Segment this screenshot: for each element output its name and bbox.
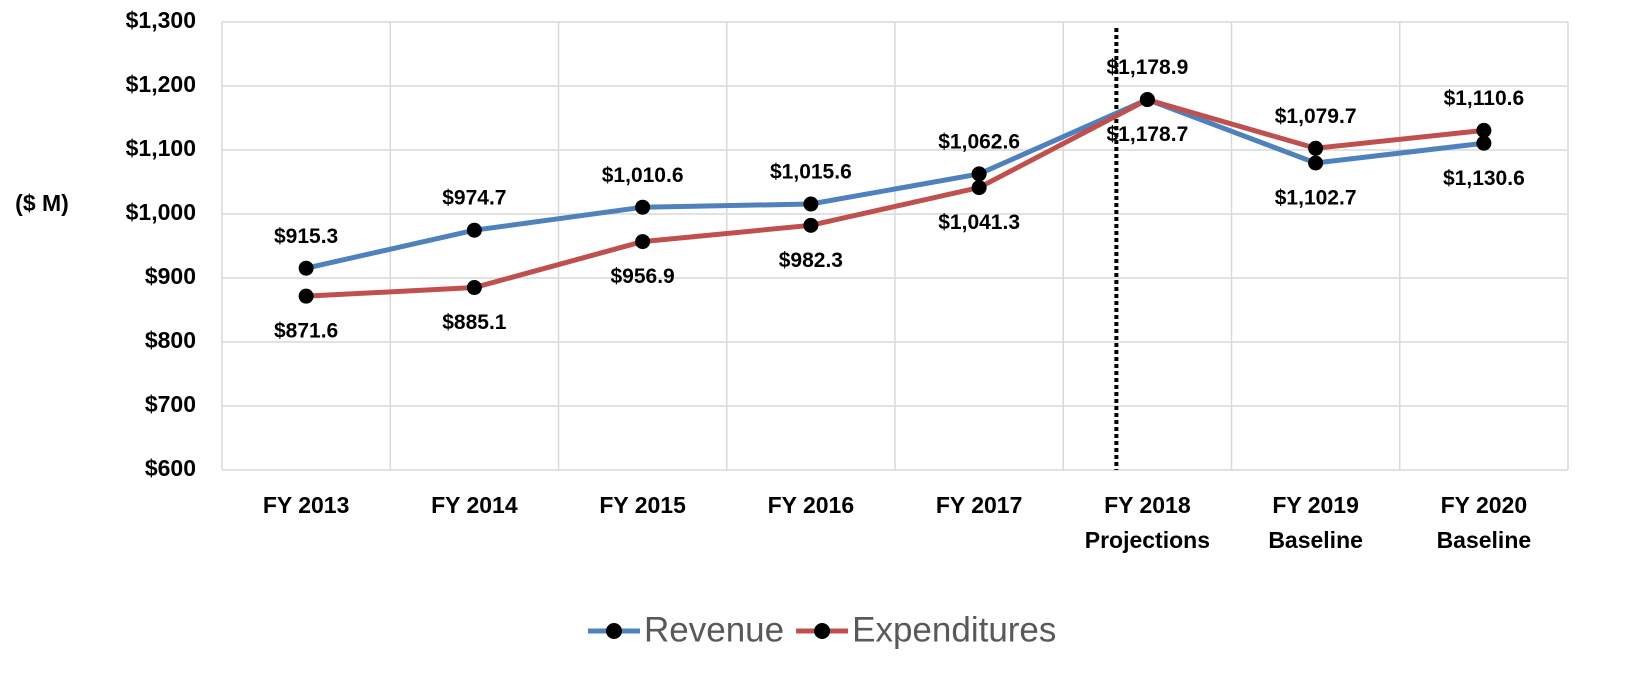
x-tick-label: Projections (1085, 527, 1210, 553)
point (466, 222, 482, 238)
y-tick-label: $800 (145, 327, 196, 353)
y-axis-label: ($ M) (15, 190, 69, 216)
x-tick-label: FY 2013 (263, 492, 350, 518)
series-line (305, 96, 1485, 271)
series-line (305, 96, 1485, 299)
data-label: $982.3 (779, 249, 843, 272)
x-tick-label: FY 2018 (1104, 492, 1191, 518)
data-label: $1,010.6 (602, 164, 684, 187)
data-label: $1,178.7 (1107, 123, 1189, 146)
data-label: $1,102.7 (1275, 187, 1357, 210)
point (635, 199, 651, 215)
data-label: $885.1 (442, 311, 507, 334)
y-tick-label: $1,300 (126, 7, 196, 33)
x-tick-label: FY 2016 (768, 492, 855, 518)
point (803, 217, 819, 233)
y-tick-label: $900 (145, 263, 196, 289)
point (298, 288, 314, 304)
data-label: $1,110.6 (1444, 87, 1525, 110)
point (1308, 155, 1324, 171)
legend-marker (606, 623, 622, 639)
data-label: $1,015.6 (770, 161, 852, 184)
data-label: $1,041.3 (938, 211, 1020, 234)
data-label: $1,130.6 (1443, 167, 1525, 190)
legend-marker (814, 623, 831, 639)
point (1476, 135, 1492, 151)
point (466, 280, 482, 296)
x-tick-label: Baseline (1268, 527, 1363, 553)
point (1139, 92, 1155, 108)
y-tick-label: $700 (145, 391, 196, 417)
legend-label: Expenditures (852, 610, 1056, 649)
x-tick-label: FY 2019 (1272, 492, 1359, 518)
point (1308, 140, 1324, 156)
y-tick-label: $1,100 (126, 135, 196, 161)
data-label: $1,062.6 (938, 130, 1020, 153)
data-label: $956.9 (611, 265, 675, 288)
point (971, 180, 987, 196)
y-tick-label: $1,000 (126, 199, 196, 225)
data-label: $1,079.7 (1275, 105, 1357, 128)
point (298, 260, 314, 276)
data-label: $915.3 (274, 225, 338, 248)
data-label: $1,178.9 (1107, 56, 1189, 79)
x-tick-label: FY 2014 (431, 492, 518, 518)
x-tick-label: Baseline (1437, 527, 1532, 553)
legend-label: Revenue (644, 610, 784, 649)
data-label: $974.7 (442, 187, 506, 210)
x-tick-label: FY 2017 (936, 492, 1023, 518)
x-tick-label: FY 2020 (1441, 492, 1528, 518)
x-tick-label: FY 2015 (599, 492, 686, 518)
y-tick-label: $1,200 (126, 71, 196, 97)
point (1476, 122, 1492, 138)
point (971, 166, 987, 182)
data-label: $871.6 (274, 320, 338, 343)
point (635, 234, 651, 250)
y-tick-label: $600 (145, 455, 196, 481)
point (803, 196, 819, 212)
